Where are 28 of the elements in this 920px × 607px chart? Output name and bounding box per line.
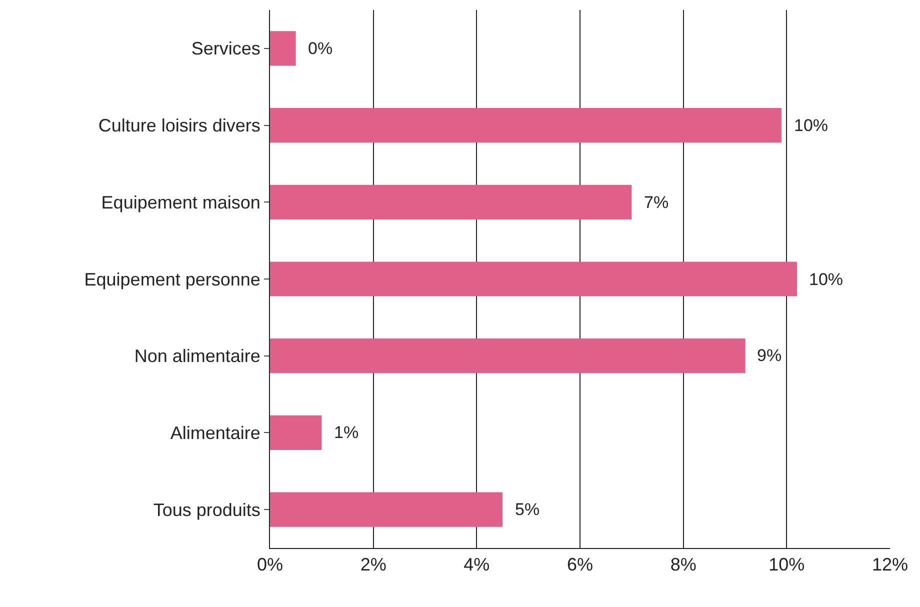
data-label: 0%	[308, 39, 333, 58]
x-tick-label: 2%	[360, 554, 386, 575]
x-tick-label: 12%	[872, 554, 908, 575]
bar	[270, 184, 632, 220]
x-tick-label: 10%	[768, 554, 805, 575]
data-label: 10%	[794, 116, 828, 135]
y-tick-label: Culture loisirs divers	[98, 116, 260, 136]
data-label: 10%	[809, 270, 844, 289]
y-tick-label: Tous produits	[153, 500, 260, 520]
bar	[270, 492, 502, 527]
bar	[270, 415, 322, 450]
x-tick-label: 8%	[670, 554, 696, 575]
y-tick-label: Services	[191, 38, 260, 59]
data-label: 7%	[644, 193, 669, 212]
data-label: 5%	[515, 500, 540, 519]
y-tick-label: Alimentaire	[170, 423, 260, 444]
bar	[270, 338, 746, 374]
x-tick-label: 4%	[464, 554, 490, 575]
bar	[270, 108, 782, 143]
x-tick-label: 6%	[566, 554, 594, 575]
data-label: 1%	[334, 423, 359, 442]
y-tick-label: Non alimentaire	[134, 346, 260, 366]
data-label: 9%	[757, 346, 782, 365]
y-tick-label: Equipement personne	[84, 269, 260, 290]
bar	[270, 31, 296, 66]
x-tick-label: 0%	[256, 554, 284, 575]
bar	[270, 262, 797, 296]
y-tick-label: Equipement maison	[101, 192, 260, 212]
